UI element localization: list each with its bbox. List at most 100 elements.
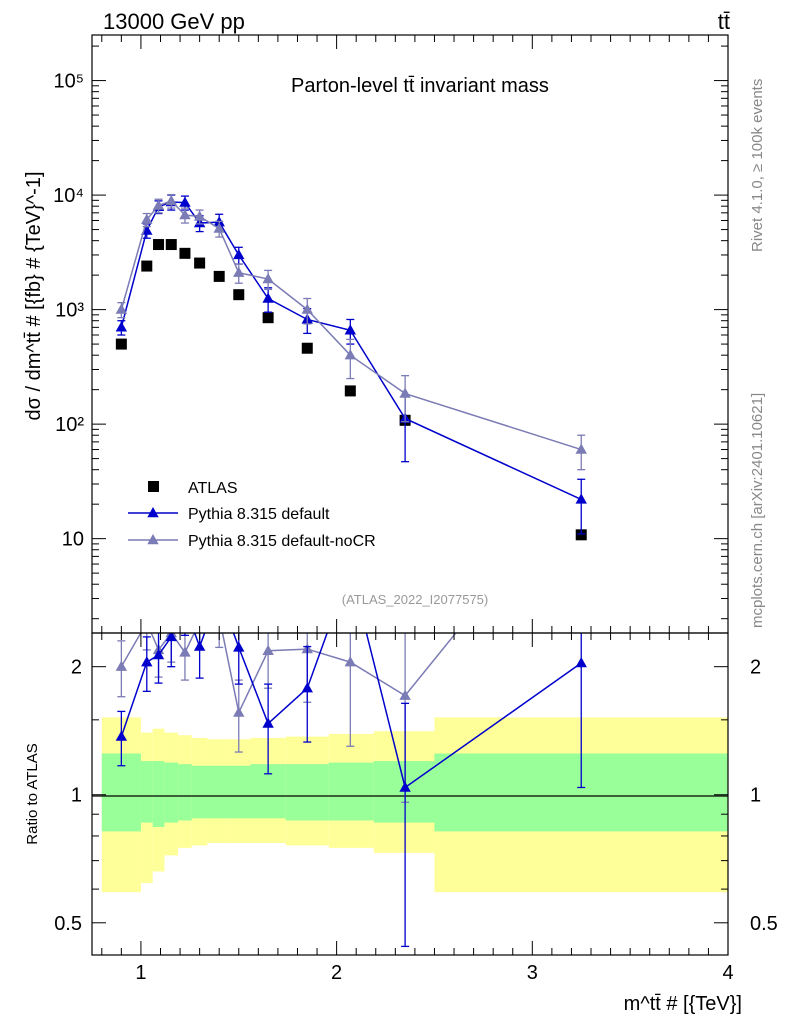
main-y-tick-label: 10⁵ — [53, 71, 84, 93]
data-point — [152, 199, 165, 210]
data-point — [179, 209, 191, 220]
ratio-point — [179, 601, 190, 611]
series-atlas — [115, 239, 587, 541]
ratio-point — [141, 617, 152, 627]
ratio-y-tick-label: 1 — [71, 785, 82, 807]
x-axis-label: m^tt̄ # [{TeV}] — [624, 993, 742, 1015]
ratio-y-tick-label-right: 0.5 — [750, 913, 778, 935]
ratio-point — [575, 657, 587, 668]
data-point — [115, 303, 128, 314]
x-tick-label: 1 — [135, 962, 146, 984]
main-y-tick-label: 10 — [62, 529, 84, 551]
ratio-point — [345, 563, 356, 573]
data-point — [575, 443, 587, 454]
ratio-point — [152, 649, 165, 660]
data-point — [193, 210, 206, 221]
data-point — [194, 257, 206, 269]
data-point — [262, 273, 274, 284]
ratio-point — [179, 646, 191, 657]
ratio-frame — [91, 632, 729, 956]
data-point — [399, 387, 411, 398]
analysis-tag: (ATLAS_2022_I2077575) — [342, 592, 488, 607]
inner-uncertainty-band — [140, 761, 153, 823]
ratio-point — [344, 656, 357, 667]
data-point — [262, 312, 274, 324]
ratio-point — [193, 640, 206, 651]
ratio-point — [194, 616, 205, 626]
main-y-tick-label: 10³ — [55, 300, 84, 322]
ratio-panel: 0.5 0.5 1 1 2 2 1 2 3 4 Ratio to ATLAS m^tt̄ # [{… — [24, 563, 778, 1015]
process-label: tt̄ — [718, 9, 730, 34]
ratio-point — [262, 717, 274, 728]
x-tick-label: 2 — [331, 962, 342, 984]
ratio-point — [141, 656, 153, 667]
data-point — [165, 194, 177, 206]
data-point — [301, 342, 313, 354]
data-point — [153, 239, 165, 251]
ratio-point — [399, 689, 411, 700]
legend-marker — [147, 534, 159, 545]
data-point — [115, 338, 127, 350]
ratio-y-tick-label: 0.5 — [54, 913, 82, 935]
main-y-tick-label: 10² — [55, 414, 84, 436]
data-point — [233, 248, 245, 260]
inner-uncertainty-band — [285, 764, 329, 821]
mcplots-label: mcplots.cern.ch [arXiv:2401.10621] — [749, 393, 766, 628]
ratio-point — [233, 706, 245, 717]
series-pythia-default — [115, 194, 587, 535]
main-series-layer — [115, 193, 587, 541]
ratio-point — [115, 730, 128, 741]
main-y-axis-label: dσ / dm^tt̄ # [{fb} # {TeV}^-1] — [23, 171, 45, 420]
inner-uncertainty-band — [373, 761, 435, 823]
series-line — [120, 201, 582, 501]
data-point — [262, 292, 274, 303]
ratio-y-tick-label-right: 2 — [750, 657, 761, 679]
main-y-tick-label: 10⁴ — [53, 185, 84, 207]
inner-uncertainty-band — [207, 765, 228, 819]
ratio-y-tick-label-right: 1 — [750, 785, 761, 807]
ratio-point — [115, 660, 128, 671]
data-point — [301, 303, 313, 314]
ratio-point — [262, 644, 274, 655]
x-tick-label: 4 — [722, 962, 733, 984]
inner-uncertainty-band — [164, 762, 179, 823]
ratio-point — [399, 781, 411, 792]
ratio-y-tick-label: 2 — [71, 657, 82, 679]
data-point — [179, 247, 191, 259]
data-point — [344, 385, 356, 397]
inner-uncertainty-band — [178, 764, 192, 821]
legend-label: ATLAS — [188, 480, 238, 497]
data-point — [233, 289, 245, 301]
ratio-pythia-default — [115, 563, 587, 948]
legend-label: Pythia 8.315 default — [188, 506, 330, 523]
legend-marker — [147, 507, 159, 518]
legend-label: Pythia 8.315 default-noCR — [188, 533, 376, 550]
ratio-series-layer — [115, 563, 587, 948]
data-point — [213, 270, 225, 282]
ratio-y-axis-label: Ratio to ATLAS — [24, 743, 41, 844]
ratio-point — [301, 682, 313, 693]
energy-label: 13000 GeV pp — [103, 9, 245, 34]
inner-uncertainty-band — [191, 765, 208, 819]
x-tick-label: 3 — [527, 962, 538, 984]
data-point — [233, 266, 245, 277]
inner-uncertainty-band — [101, 753, 141, 832]
series-line — [120, 200, 582, 451]
data-point — [575, 529, 587, 541]
inner-uncertainty-band — [227, 765, 251, 819]
rivet-version-label: Rivet 4.1.0, ≥ 100k events — [749, 79, 766, 252]
data-point — [344, 349, 357, 360]
data-point — [141, 213, 153, 224]
ratio-point — [233, 641, 245, 652]
main-panel: 10 10² 10³ 10⁴ 10⁵ Parton-level tt̄ invarian… — [23, 34, 729, 634]
data-point — [165, 239, 177, 251]
ratio-uncertainty-bands — [101, 717, 728, 893]
ratio-point — [214, 588, 225, 598]
data-point — [213, 222, 225, 233]
data-point — [141, 260, 153, 272]
legend: ATLAS Pythia 8.315 default Pythia 8.315 de… — [128, 480, 376, 550]
inner-uncertainty-band — [152, 761, 165, 827]
data-point — [344, 324, 357, 335]
data-point — [115, 321, 128, 332]
